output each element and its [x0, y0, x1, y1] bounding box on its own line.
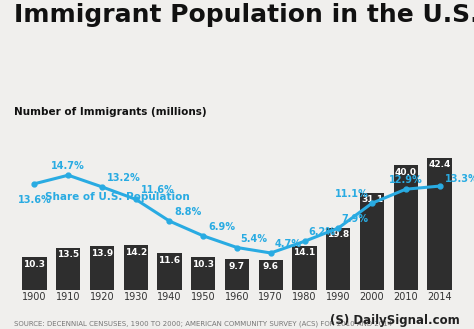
- Bar: [326, 228, 350, 290]
- Text: 40.0: 40.0: [395, 167, 417, 177]
- Bar: [259, 260, 283, 290]
- Text: (S) DailySignal.com: (S) DailySignal.com: [330, 314, 460, 327]
- Bar: [22, 258, 46, 290]
- Text: 9.7: 9.7: [229, 262, 245, 271]
- Text: 14.1: 14.1: [293, 248, 316, 257]
- Bar: [225, 259, 249, 290]
- Text: 10.3: 10.3: [192, 260, 214, 269]
- Text: 10.3: 10.3: [24, 260, 46, 269]
- Text: 13.9: 13.9: [91, 249, 113, 258]
- Text: 5.4%: 5.4%: [240, 234, 267, 244]
- Text: 14.2: 14.2: [125, 248, 147, 257]
- Text: 19.8: 19.8: [327, 230, 349, 240]
- Text: 4.7%: 4.7%: [274, 239, 301, 249]
- Text: 7.9%: 7.9%: [342, 214, 369, 224]
- Bar: [393, 165, 418, 290]
- Text: 8.8%: 8.8%: [174, 207, 202, 217]
- Text: 6.2%: 6.2%: [308, 227, 335, 238]
- Text: 13.5: 13.5: [57, 250, 79, 259]
- Text: 12.9%: 12.9%: [389, 175, 423, 185]
- Bar: [124, 245, 148, 290]
- Bar: [360, 193, 384, 290]
- Text: 31.1: 31.1: [361, 195, 383, 204]
- Text: Share of U.S. Population: Share of U.S. Population: [45, 192, 189, 202]
- Text: Number of Immigrants (millions): Number of Immigrants (millions): [14, 107, 207, 117]
- Text: 11.6: 11.6: [158, 256, 181, 265]
- Bar: [56, 247, 81, 290]
- Bar: [191, 258, 215, 290]
- Bar: [428, 158, 452, 290]
- Text: 14.7%: 14.7%: [51, 161, 85, 171]
- Text: 13.6%: 13.6%: [18, 195, 51, 205]
- Text: 42.4: 42.4: [428, 160, 451, 169]
- Text: 13.3%: 13.3%: [445, 174, 474, 184]
- Text: SOURCE: DECENNIAL CENSUSES, 1900 TO 2000; AMERICAN COMMUNITY SURVEY (ACS) FOR 20: SOURCE: DECENNIAL CENSUSES, 1900 TO 2000…: [14, 321, 392, 327]
- Bar: [157, 253, 182, 290]
- Text: 9.6: 9.6: [263, 262, 279, 271]
- Bar: [90, 246, 114, 290]
- Text: 11.1%: 11.1%: [335, 189, 369, 199]
- Text: 6.9%: 6.9%: [208, 222, 235, 232]
- Bar: [292, 246, 317, 290]
- Text: 13.2%: 13.2%: [107, 173, 141, 183]
- Text: Immigrant Population in the U.S.: Immigrant Population in the U.S.: [14, 3, 474, 27]
- Text: 11.6%: 11.6%: [141, 186, 174, 195]
